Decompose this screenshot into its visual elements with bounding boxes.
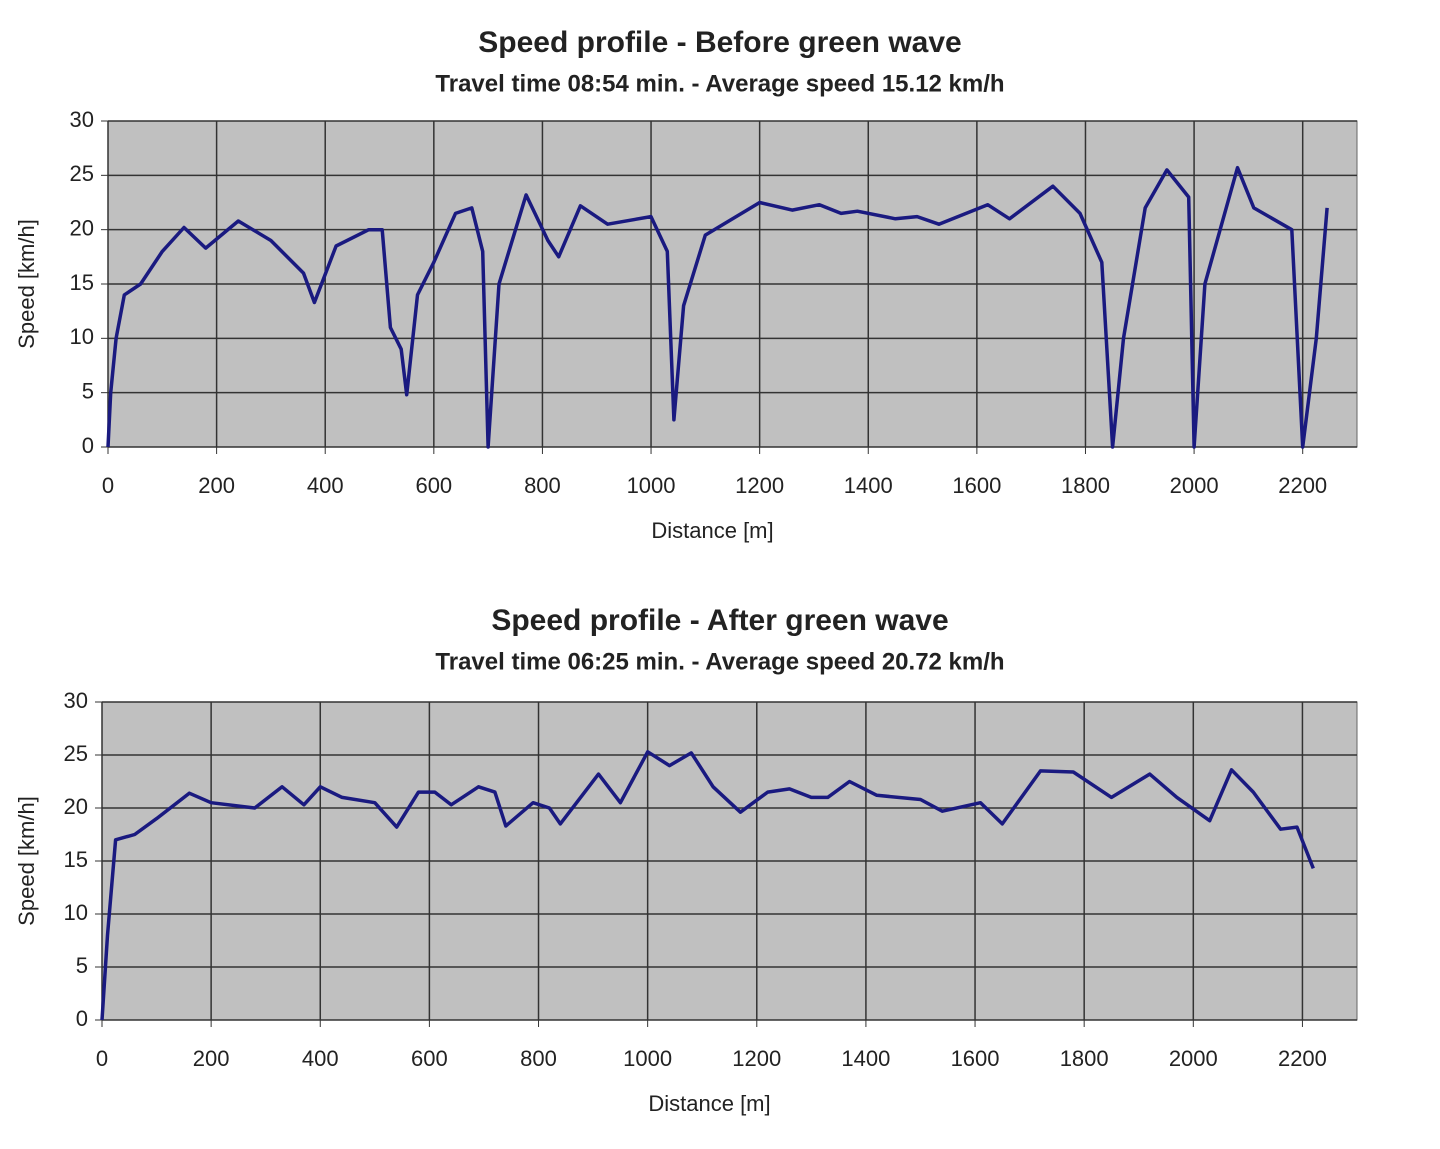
x-tick-label: 0 <box>102 473 114 498</box>
x-tick-label: 600 <box>415 473 452 498</box>
x-tick-label: 600 <box>411 1046 448 1071</box>
x-axis-label: Distance [m] <box>648 1091 770 1116</box>
x-tick-label: 1200 <box>735 473 784 498</box>
x-tick-label: 1200 <box>732 1046 781 1071</box>
x-tick-label: 2200 <box>1278 473 1327 498</box>
x-tick-label: 400 <box>307 473 344 498</box>
y-tick-label: 20 <box>64 794 88 819</box>
x-tick-label: 0 <box>96 1046 108 1071</box>
x-tick-label: 2200 <box>1278 1046 1327 1071</box>
x-tick-label: 800 <box>524 473 561 498</box>
y-tick-label: 20 <box>70 215 94 240</box>
y-tick-label: 25 <box>64 741 88 766</box>
chart-subtitle: Travel time 06:25 min. - Average speed 2… <box>435 648 1004 675</box>
x-tick-label: 1800 <box>1060 1046 1109 1071</box>
y-tick-label: 5 <box>82 378 94 403</box>
y-tick-label: 30 <box>64 688 88 713</box>
y-tick-label: 15 <box>70 270 94 295</box>
x-tick-label: 1800 <box>1061 473 1110 498</box>
x-tick-label: 800 <box>520 1046 557 1071</box>
x-axis-label: Distance [m] <box>651 518 773 543</box>
x-tick-label: 1400 <box>844 473 893 498</box>
x-tick-label: 2000 <box>1170 473 1219 498</box>
chart-title: Speed profile - Before green wave <box>478 26 961 59</box>
x-tick-label: 2000 <box>1169 1046 1218 1071</box>
x-tick-label: 1000 <box>623 1046 672 1071</box>
x-tick-label: 1600 <box>952 473 1001 498</box>
x-tick-label: 400 <box>302 1046 339 1071</box>
y-axis-label: Speed [km/h] <box>14 219 39 349</box>
y-tick-label: 0 <box>82 433 94 458</box>
y-axis-label: Speed [km/h] <box>14 796 39 926</box>
x-tick-label: 1400 <box>841 1046 890 1071</box>
y-tick-label: 10 <box>70 324 94 349</box>
chart-title: Speed profile - After green wave <box>491 604 948 637</box>
chart-subtitle: Travel time 08:54 min. - Average speed 1… <box>435 70 1004 97</box>
x-tick-label: 1000 <box>627 473 676 498</box>
y-tick-label: 5 <box>76 953 88 978</box>
x-tick-label: 200 <box>193 1046 230 1071</box>
y-tick-label: 10 <box>64 900 88 925</box>
y-tick-label: 0 <box>76 1006 88 1031</box>
y-tick-label: 30 <box>70 107 94 132</box>
y-tick-label: 25 <box>70 161 94 186</box>
x-tick-label: 1600 <box>951 1046 1000 1071</box>
x-tick-label: 200 <box>198 473 235 498</box>
line-series <box>100 750 1315 1021</box>
y-tick-label: 15 <box>64 847 88 872</box>
line-series <box>106 165 1329 449</box>
